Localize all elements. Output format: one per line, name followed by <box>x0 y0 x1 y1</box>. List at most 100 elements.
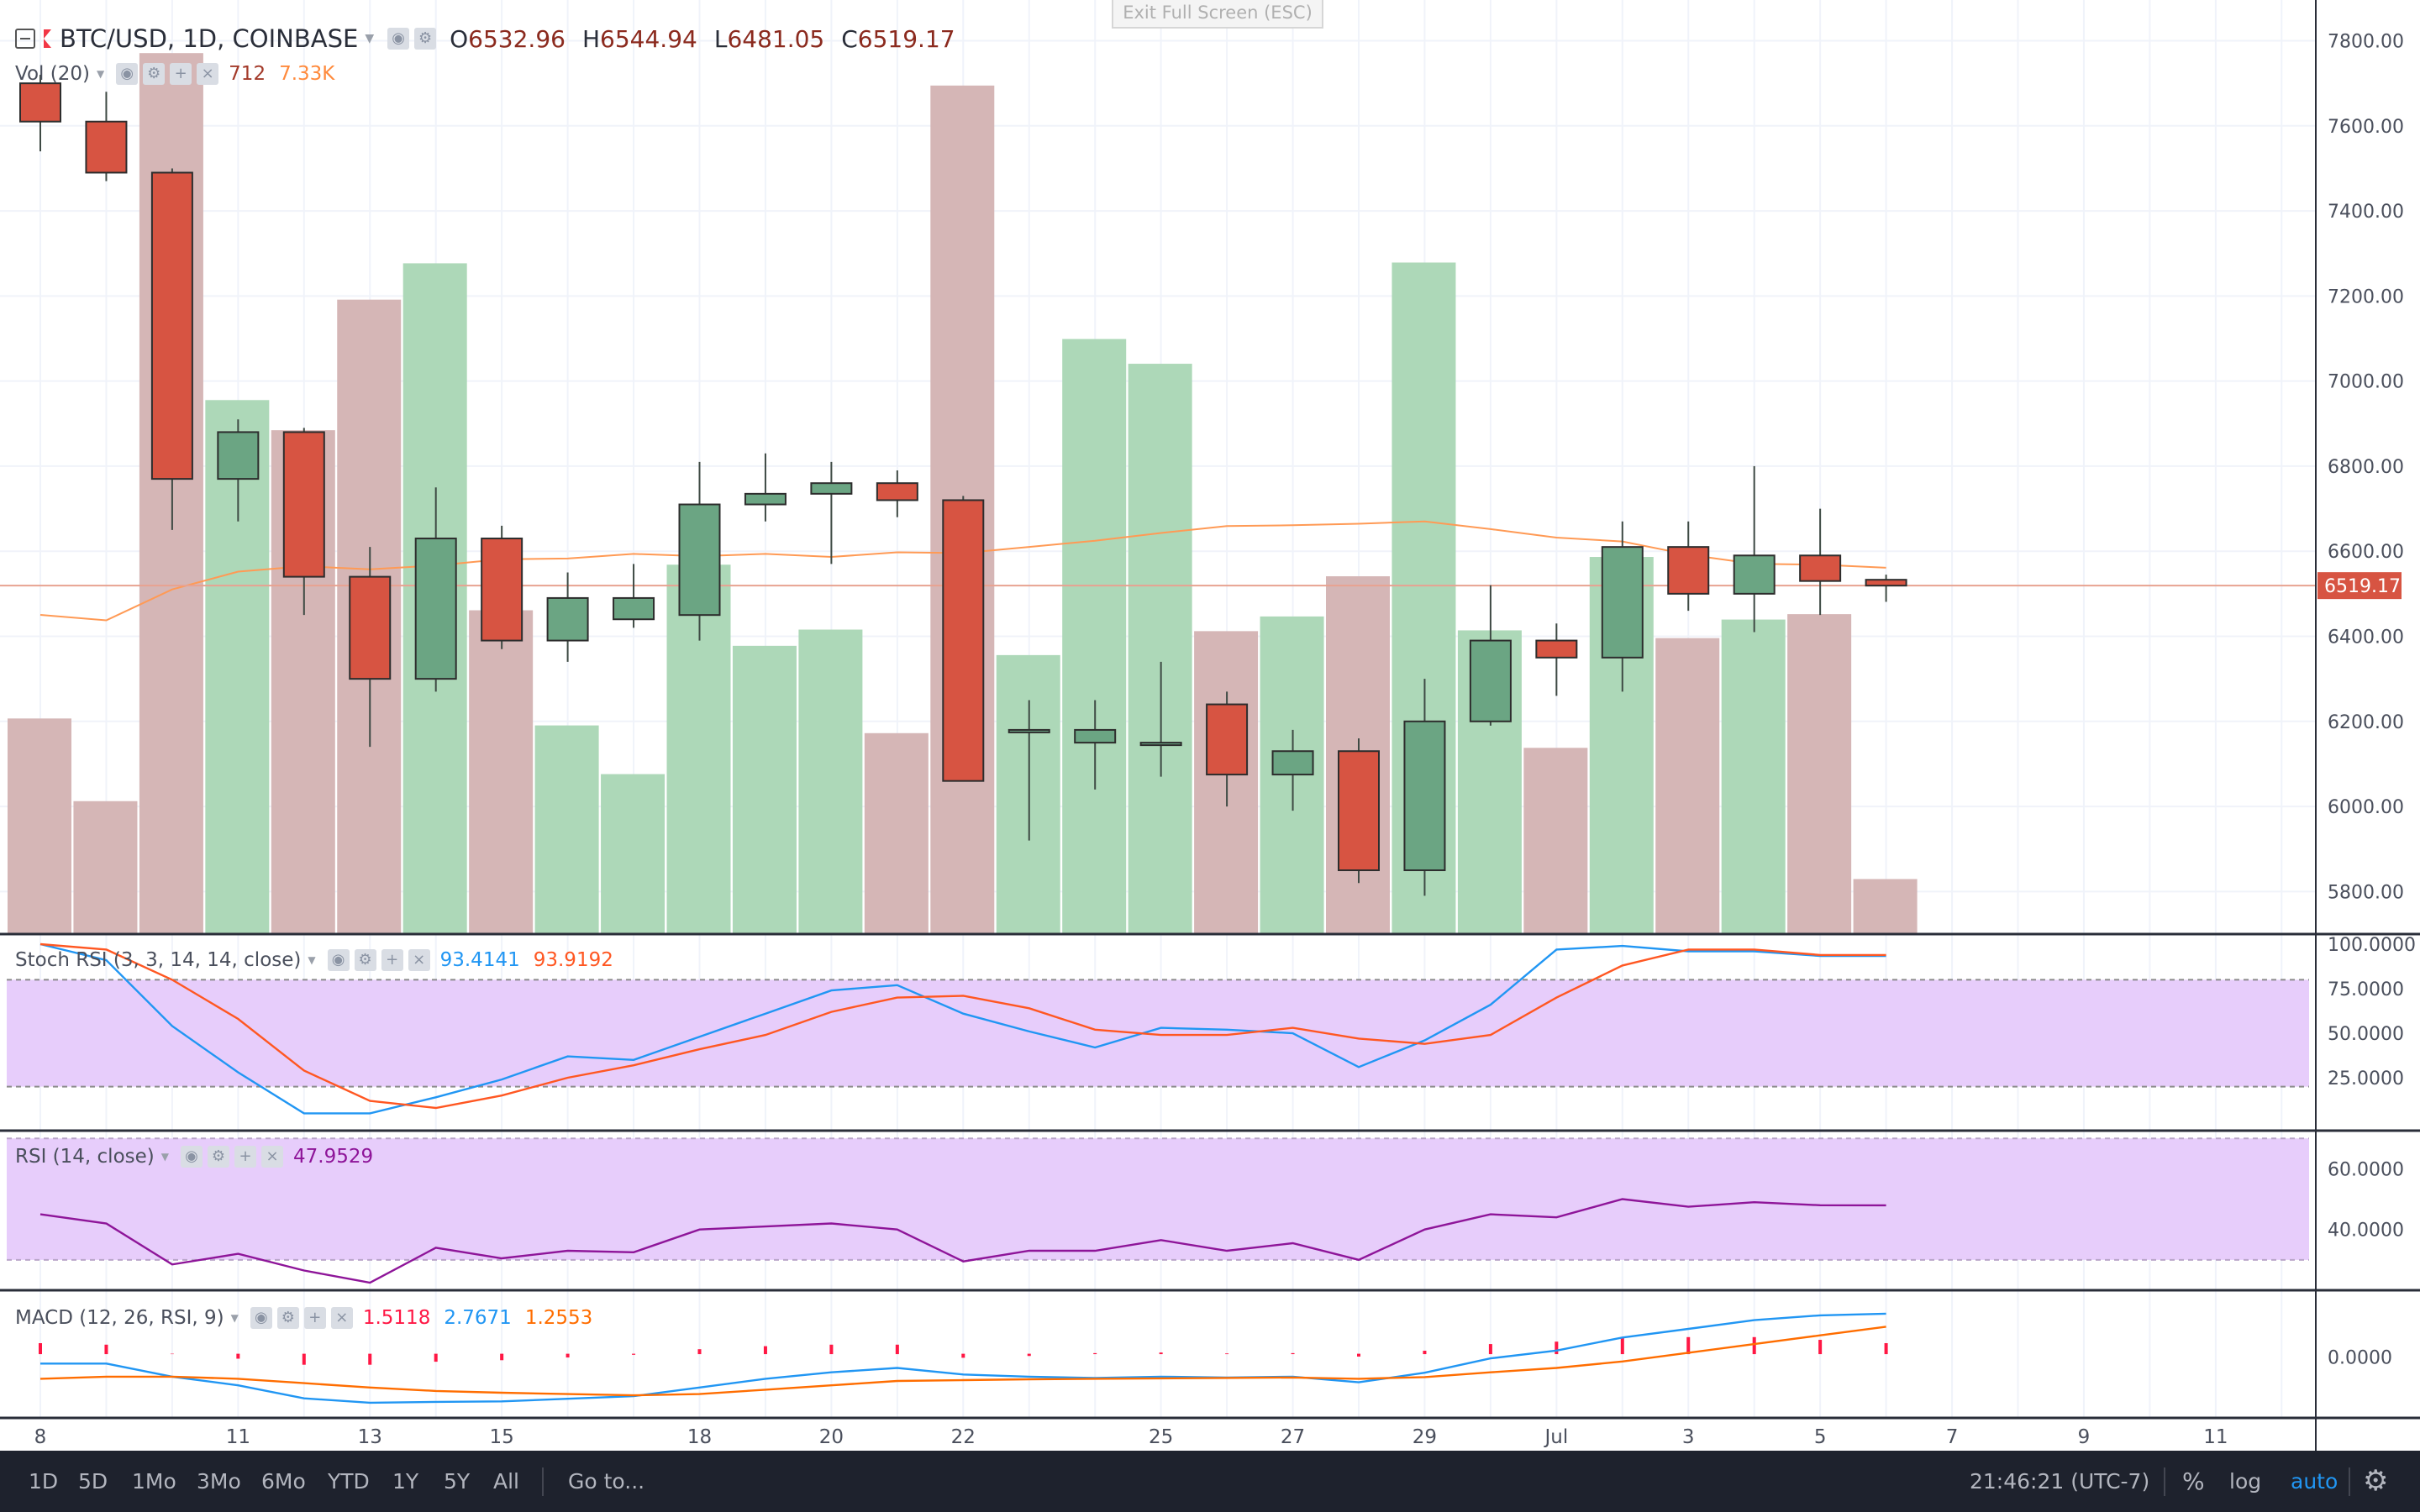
candle[interactable] <box>744 492 786 506</box>
plus-icon[interactable]: + <box>170 63 192 85</box>
macd-label[interactable]: MACD (12, 26, RSI, 9) <box>15 1307 224 1329</box>
stoch-legend: Stoch RSI (3, 3, 14, 14, close) ▼ ◉ ⚙ + … <box>15 943 613 977</box>
candle[interactable] <box>546 596 589 642</box>
volume-bar <box>1853 879 1918 934</box>
candle[interactable] <box>19 82 61 123</box>
gear-icon[interactable]: ⚙ <box>143 63 166 85</box>
auto-toggle[interactable]: auto <box>2291 1469 2338 1494</box>
stoch-label[interactable]: Stoch RSI (3, 3, 14, 14, close) <box>15 949 302 971</box>
macd-signal-line <box>39 1326 1886 1397</box>
candle[interactable] <box>349 575 392 680</box>
candle[interactable] <box>85 120 128 174</box>
eye-icon[interactable]: ◉ <box>327 949 350 971</box>
range-3mo-button[interactable]: 3Mo <box>197 1469 241 1494</box>
volume-bar <box>1523 748 1588 934</box>
candle[interactable] <box>1799 554 1842 582</box>
gear-icon[interactable]: ⚙ <box>354 949 376 971</box>
volume-bar <box>1128 364 1192 934</box>
price-axis-label: 6400.00 <box>2328 627 2404 648</box>
candle[interactable] <box>1535 639 1578 659</box>
candle[interactable] <box>481 538 523 642</box>
low-value: 6481.05 <box>727 24 825 53</box>
gear-icon[interactable]: ⚙ <box>414 28 437 50</box>
candle[interactable] <box>1139 742 1182 747</box>
stoch-axis-label: 50.0000 <box>2328 1024 2404 1045</box>
stoch-axis-label: 100.0000 <box>2328 935 2416 956</box>
candle[interactable] <box>414 538 457 680</box>
symbol-title[interactable]: BTC/USD, 1D, COINBASE <box>60 24 359 53</box>
clock-time[interactable]: 21:46:21 (UTC-7) <box>1970 1469 2150 1494</box>
candle[interactable] <box>1865 579 1907 587</box>
candle[interactable] <box>1206 703 1249 776</box>
toolbar-divider <box>542 1467 544 1496</box>
gear-icon[interactable]: ⚙ <box>276 1307 299 1329</box>
candle[interactable] <box>1733 554 1776 595</box>
candle[interactable] <box>613 596 655 621</box>
eye-icon[interactable]: ◉ <box>387 28 410 50</box>
plus-icon[interactable]: + <box>303 1307 326 1329</box>
volume-bar <box>798 629 863 934</box>
range-1d-button[interactable]: 1D <box>29 1469 59 1494</box>
range-all-button[interactable]: All <box>493 1469 519 1494</box>
chevron-down-icon[interactable]: ▼ <box>230 1312 239 1324</box>
range-1y-button[interactable]: 1Y <box>392 1469 419 1494</box>
candle[interactable] <box>1667 546 1710 595</box>
chevron-down-icon[interactable]: ▼ <box>96 68 105 80</box>
chevron-down-icon[interactable]: ▼ <box>160 1151 169 1163</box>
range-6mo-button[interactable]: 6Mo <box>261 1469 306 1494</box>
goto-button[interactable]: Go to... <box>568 1469 645 1494</box>
flag-icon[interactable] <box>44 29 51 48</box>
exit-fullscreen-tip[interactable]: Exit Full Screen (ESC) <box>1112 0 1323 29</box>
candle[interactable] <box>1007 728 1050 733</box>
log-toggle[interactable]: log <box>2229 1469 2262 1494</box>
candle[interactable] <box>282 431 325 578</box>
candle[interactable] <box>1403 720 1446 872</box>
settings-gear-icon[interactable]: ⚙ <box>2363 1464 2389 1498</box>
candle[interactable] <box>217 431 260 480</box>
candle[interactable] <box>1074 728 1117 744</box>
macd-line-value: 2.7671 <box>444 1307 512 1329</box>
candle[interactable] <box>678 503 721 617</box>
range-ytd-button[interactable]: YTD <box>328 1469 370 1494</box>
percent-toggle[interactable]: % <box>2182 1467 2205 1495</box>
rsi-label[interactable]: RSI (14, close) <box>15 1146 155 1168</box>
plus-icon[interactable]: + <box>234 1146 256 1168</box>
candle[interactable] <box>150 171 193 480</box>
close-icon[interactable]: × <box>261 1146 283 1168</box>
candle[interactable] <box>1469 639 1512 722</box>
time-axis-label: 27 <box>1281 1426 1305 1448</box>
plus-icon[interactable]: + <box>381 949 403 971</box>
stoch-axis-label: 75.0000 <box>2328 979 2404 1000</box>
close-icon[interactable]: × <box>197 63 219 85</box>
candle[interactable] <box>1601 546 1644 659</box>
gear-icon[interactable]: ⚙ <box>208 1146 229 1168</box>
range-5y-button[interactable]: 5Y <box>444 1469 471 1494</box>
collapse-icon[interactable] <box>15 29 35 49</box>
range-1mo-button[interactable]: 1Mo <box>132 1469 176 1494</box>
close-icon[interactable]: × <box>408 949 430 971</box>
candle[interactable] <box>876 482 918 501</box>
volume-label[interactable]: Vol (20) <box>15 63 90 85</box>
rsi-axis-label: 60.0000 <box>2328 1159 2404 1180</box>
chevron-down-icon[interactable]: ▼ <box>365 32 375 45</box>
time-axis-label: 15 <box>490 1426 514 1448</box>
time-axis-label: 20 <box>819 1426 844 1448</box>
rsi-legend: RSI (14, close) ▼ ◉ ⚙ + × 47.9529 <box>15 1140 373 1173</box>
time-axis-label: 8 <box>34 1426 47 1448</box>
time-axis-label: Jul <box>1543 1426 1568 1448</box>
time-axis-label: 7 <box>1946 1426 1959 1448</box>
eye-icon[interactable]: ◉ <box>250 1307 272 1329</box>
candle[interactable] <box>1338 750 1380 872</box>
eye-icon[interactable]: ◉ <box>116 63 139 85</box>
close-icon[interactable]: × <box>330 1307 353 1329</box>
eye-icon[interactable]: ◉ <box>181 1146 203 1168</box>
last-price-tag <box>2317 572 2402 600</box>
candle[interactable] <box>810 482 853 495</box>
range-5d-button[interactable]: 5D <box>78 1469 108 1494</box>
stoch-d-line <box>39 942 1886 1110</box>
candle[interactable] <box>942 499 985 782</box>
chevron-down-icon[interactable]: ▼ <box>308 954 316 966</box>
candle[interactable] <box>1271 750 1314 776</box>
